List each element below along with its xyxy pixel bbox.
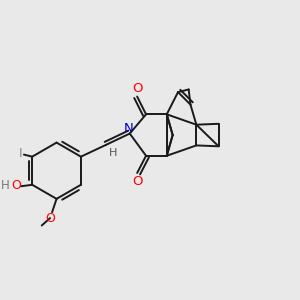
Text: H: H [108, 148, 117, 158]
Text: H: H [1, 179, 10, 193]
Text: O: O [132, 175, 142, 188]
Text: N: N [123, 122, 133, 135]
Text: O: O [45, 212, 55, 225]
Text: I: I [19, 147, 23, 160]
Text: O: O [132, 82, 142, 95]
Text: O: O [11, 179, 21, 193]
